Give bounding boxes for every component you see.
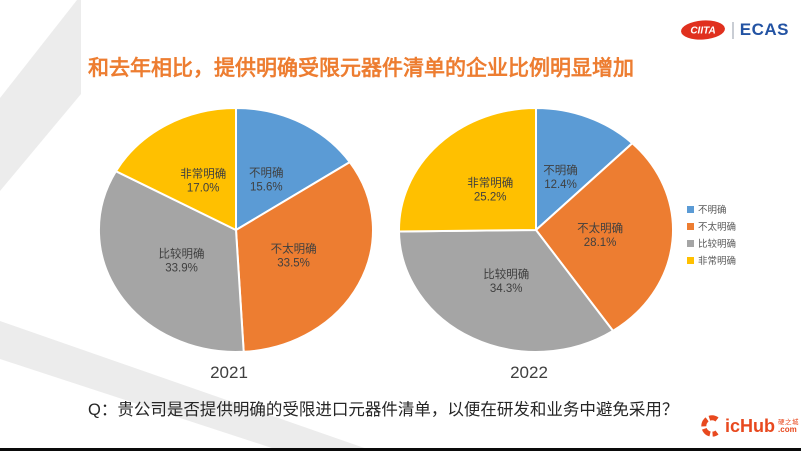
pie-data-label: 不明确 15.6% <box>249 166 284 193</box>
ichub-logo: icHub 硬之城 .com <box>700 415 799 437</box>
pie-slice-不太明确 <box>234 160 374 353</box>
ciita-ecas-logo: CIITA ECAS <box>680 19 789 41</box>
pie-data-label: 非常明确 17.0% <box>180 168 226 195</box>
ciita-logo-icon: CIITA <box>680 20 725 40</box>
legend-label: 非常明确 <box>698 256 737 267</box>
ribbon-top-left-decoration <box>0 0 81 191</box>
legend-item: 非常明确 <box>687 253 736 267</box>
legend-swatch-orange <box>687 222 694 230</box>
logo-divider <box>731 21 734 39</box>
ichub-domain: .com <box>778 425 797 435</box>
ichub-cn-name: 硬之城 <box>778 418 800 426</box>
bottom-border-line <box>0 448 801 451</box>
pie-data-label: 不明确 12.4% <box>543 164 578 191</box>
legend-swatch-blue <box>687 205 694 213</box>
pie-slice-不太明确 <box>534 141 674 333</box>
ichub-logo-icon <box>701 415 719 437</box>
pie-data-label: 比较明确 33.9% <box>159 247 205 275</box>
legend-swatch-gray <box>687 239 694 247</box>
pie-slice-不明确 <box>535 106 634 233</box>
pie-slice-非常明确 <box>397 106 537 233</box>
pie-data-label: 不太明确 33.5% <box>271 243 317 270</box>
ciita-logo-text: CIITA <box>690 26 715 37</box>
page-title: 和去年相比，提供明确受限元器件清单的企业比例明显增加 <box>88 57 634 80</box>
pie-slice-不明确 <box>235 106 352 232</box>
legend-item: 不太明确 <box>687 219 736 233</box>
survey-question-text: Q：贵公司是否提供明确的受限进口元器件清单，以便在研发和业务中避免采用？ <box>88 401 679 419</box>
ichub-subtext: 硬之城 .com <box>778 418 800 435</box>
chart-year-label-2022: 2022 <box>510 363 548 382</box>
pie-slice-比较明确 <box>397 228 615 353</box>
pie-chart-2022: 不明确 12.4% 不太明确 28.1% 比较明确 34.3% 非常明确 25.2% <box>397 106 674 353</box>
pie-chart-2021: 不明确 15.6% 不太明确 33.5% 比较明确 33.9% 非常明确 17.0% <box>97 106 374 353</box>
legend-item: 不明确 <box>687 202 736 216</box>
legend: 不明确 不太明确 比较明确 非常明确 <box>687 202 736 267</box>
pie-data-label: 不太明确 28.1% <box>577 222 623 249</box>
legend-label: 不明确 <box>698 205 727 216</box>
pie-data-label: 比较明确 34.3% <box>483 267 529 295</box>
legend-swatch-yellow <box>687 256 694 264</box>
ecas-wordmark: ECAS <box>739 20 789 39</box>
legend-label: 不太明确 <box>698 222 737 233</box>
pie-slice-非常明确 <box>114 106 237 232</box>
legend-label: 比较明确 <box>698 239 737 250</box>
ichub-wordmark: icHub <box>725 416 776 436</box>
ribbon-bottom-left-decoration <box>0 321 373 451</box>
chart-year-label-2021: 2021 <box>210 363 248 382</box>
legend-item: 比较明确 <box>687 236 736 250</box>
pie-data-label: 非常明确 25.2% <box>467 177 513 204</box>
